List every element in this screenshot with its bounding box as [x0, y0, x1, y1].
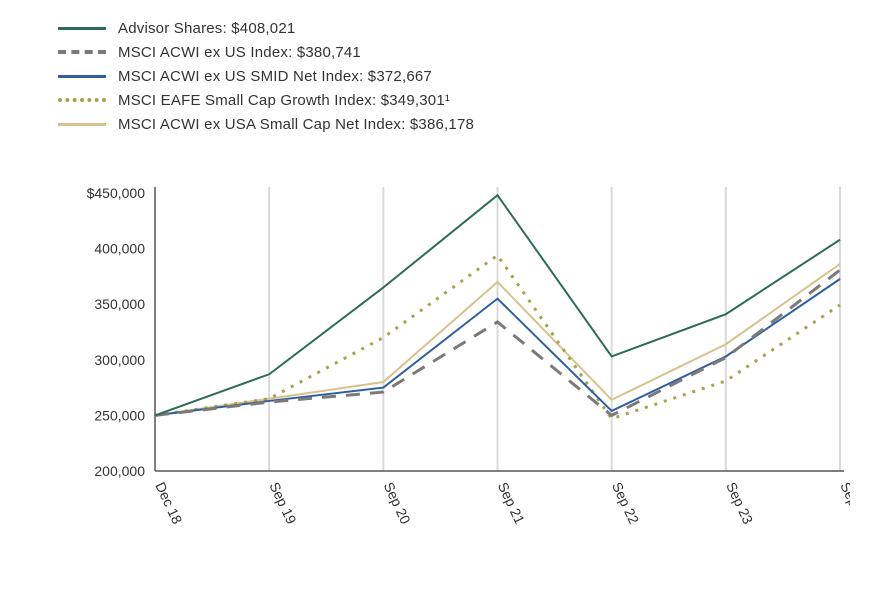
xtick: Sep 24: [837, 480, 850, 527]
ytick-label: 400,000: [94, 241, 145, 257]
xtick-label: Sep 20: [381, 480, 414, 527]
xtick-label: Dec 18: [152, 480, 185, 527]
ytick-label: 200,000: [94, 463, 145, 479]
ytick-label: 250,000: [94, 407, 145, 423]
legend-label-smid: MSCI ACWI ex US SMID Net Index: $372,667: [118, 68, 432, 85]
xtick: Sep 23: [723, 480, 756, 527]
legend-label-smallnet: MSCI ACWI ex USA Small Cap Net Index: $3…: [118, 116, 474, 133]
legend-item-advisor: Advisor Shares: $408,021: [58, 16, 474, 40]
ytick-label: 350,000: [94, 296, 145, 312]
xtick: Sep 21: [495, 480, 528, 527]
xtick-label: Sep 19: [266, 480, 299, 527]
xtick-label: Sep 22: [609, 480, 642, 527]
legend-item-smallnet: MSCI ACWI ex USA Small Cap Net Index: $3…: [58, 112, 474, 136]
xtick-label: Sep 23: [723, 480, 756, 527]
legend: Advisor Shares: $408,021 MSCI ACWI ex US …: [58, 16, 474, 136]
line-chart-svg: $450,000 400,000 350,000 300,000 250,000 200,…: [70, 183, 850, 561]
ytick-label: 300,000: [94, 352, 145, 368]
xtick-label: Sep 24: [837, 480, 850, 527]
xtick-label: Sep 21: [495, 480, 528, 527]
plot-area: $450,000 400,000 350,000 300,000 250,000 200,…: [70, 183, 850, 561]
xtick: Sep 19: [266, 480, 299, 527]
legend-label-advisor: Advisor Shares: $408,021: [118, 20, 295, 37]
chart-frame: Advisor Shares: $408,021 MSCI ACWI ex US …: [0, 0, 876, 591]
legend-swatch-advisor: [58, 27, 106, 30]
legend-swatch-acwiexus: [58, 50, 106, 54]
legend-swatch-smid: [58, 75, 106, 78]
legend-label-acwiexus: MSCI ACWI ex US Index: $380,741: [118, 44, 361, 61]
legend-item-acwiexus: MSCI ACWI ex US Index: $380,741: [58, 40, 474, 64]
legend-swatch-eafe: [58, 98, 106, 102]
xtick: Sep 20: [381, 480, 414, 527]
legend-item-smid: MSCI ACWI ex US SMID Net Index: $372,667: [58, 64, 474, 88]
legend-swatch-smallnet: [58, 123, 106, 126]
xtick: Sep 22: [609, 480, 642, 527]
legend-label-eafe: MSCI EAFE Small Cap Growth Index: $349,3…: [118, 92, 450, 109]
legend-item-eafe: MSCI EAFE Small Cap Growth Index: $349,3…: [58, 88, 474, 112]
ytick-label: $450,000: [87, 185, 146, 201]
xtick: Dec 18: [152, 480, 185, 527]
